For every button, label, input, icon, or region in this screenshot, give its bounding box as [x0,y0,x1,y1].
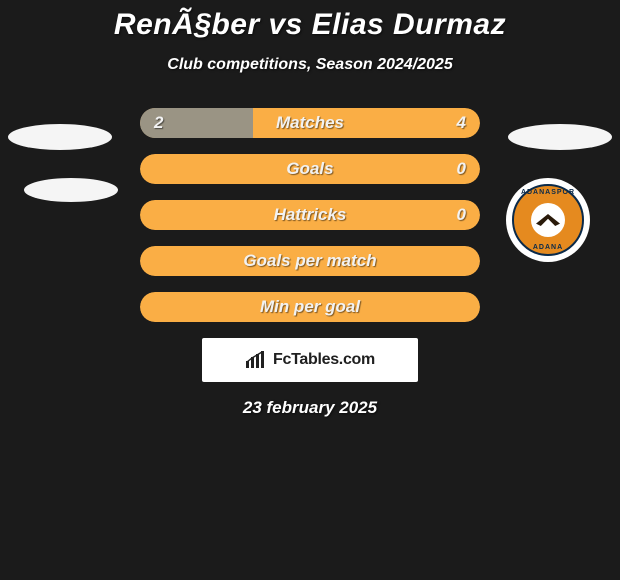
brand-logo-text: FcTables.com [273,351,375,369]
stat-label: Min per goal [140,292,480,322]
stat-value-right: 0 [457,154,466,184]
stat-row: Matches2 4 [140,108,480,138]
stat-value-right: 0 [457,200,466,230]
stat-label: Goals per match [140,246,480,276]
stat-label: Matches [140,108,480,138]
club-left-logo-placeholder [24,178,118,202]
club-right-badge: ADANASPOR ADANA [506,178,590,262]
player-left-photo-placeholder [8,124,112,150]
stat-value-left: 2 [154,108,163,138]
page-subtitle: Club competitions, Season 2024/2025 [0,56,620,74]
date-label: 23 february 2025 [0,398,620,418]
stat-row: Hattricks0 [140,200,480,230]
brand-logo: FcTables.com [202,338,418,382]
player-right-photo-placeholder [508,124,612,150]
eagle-icon [536,214,560,226]
stat-label: Goals [140,154,480,184]
stat-label: Hattricks [140,200,480,230]
badge-text-top: ADANASPOR [514,189,582,196]
stat-row: Min per goal [140,292,480,322]
badge-text-bottom: ADANA [514,244,582,251]
stat-value-right: 4 [457,108,466,138]
stat-row: Goals0 [140,154,480,184]
bar-chart-icon [245,351,267,369]
page-title: RenÃ§ber vs Elias Durmaz [0,0,620,42]
stat-row: Goals per match [140,246,480,276]
